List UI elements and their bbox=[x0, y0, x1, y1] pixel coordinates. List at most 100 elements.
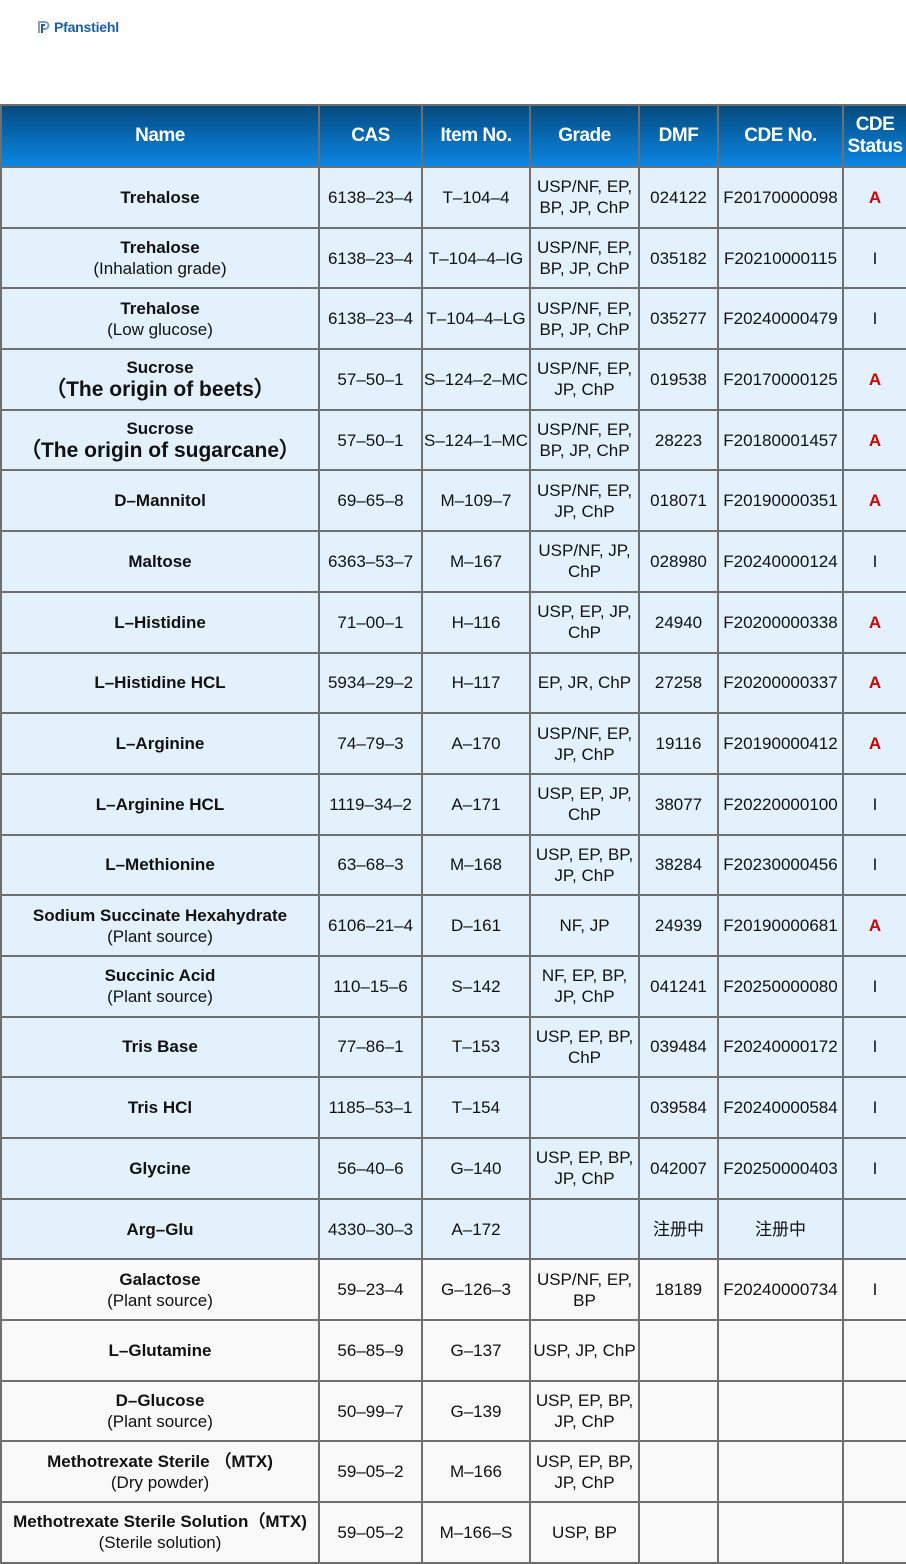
cell-name: Trehalose bbox=[0, 166, 320, 229]
product-name: Sucrose bbox=[126, 357, 194, 377]
table-row: Galactose (Plant source) 59–23–4 G–126–3 USP… bbox=[0, 1258, 906, 1322]
cell-dmf bbox=[638, 1501, 719, 1564]
cell-name: Methotrexate Sterile Solution（MTX) (Steri… bbox=[0, 1501, 320, 1564]
cell-grade bbox=[529, 1076, 640, 1139]
cell-grade: USP, JP, ChP bbox=[529, 1319, 640, 1382]
cell-dmf bbox=[638, 1379, 719, 1443]
cell-item-no: G–139 bbox=[421, 1379, 531, 1443]
product-subtitle: (Plant source) bbox=[107, 1290, 213, 1310]
table-row: Trehalose (Inhalation grade) 6138–23–4 T–10… bbox=[0, 226, 906, 290]
table-row: Maltose 6363–53–7 M–167 USP/NF, JP, ChP 0289… bbox=[0, 530, 906, 593]
product-subtitle: (Low glucose) bbox=[107, 319, 213, 339]
cell-item-no: G–126–3 bbox=[421, 1258, 531, 1322]
table-row: Sucrose （The origin of beets） 57–50–1 S–124… bbox=[0, 348, 906, 411]
cell-dmf: 38284 bbox=[638, 833, 719, 897]
table-header-row: Name CAS Item No. Grade DMF CDE No. CDE … bbox=[0, 104, 906, 168]
header-name: Name bbox=[0, 104, 320, 168]
table-row: L–Glutamine 56–85–9 G–137 USP, JP, ChP bbox=[0, 1319, 906, 1382]
cell-cas: 74–79–3 bbox=[318, 712, 423, 775]
cell-dmf: 028980 bbox=[638, 530, 719, 593]
cell-grade: USP/NF, EP, JP, ChP bbox=[529, 348, 640, 411]
cell-cas: 71–00–1 bbox=[318, 590, 423, 654]
cell-dmf: 24939 bbox=[638, 894, 719, 957]
cell-cde-no bbox=[717, 1501, 844, 1564]
cell-grade: USP, EP, BP, JP, ChP bbox=[529, 833, 640, 897]
cell-name: Glycine bbox=[0, 1137, 320, 1200]
cell-name: L–Glutamine bbox=[0, 1319, 320, 1382]
page-header: Pfanstiehl bbox=[0, 0, 906, 104]
cell-cde-status: A bbox=[842, 469, 906, 533]
cell-grade: USP/NF, EP, BP, JP, ChP bbox=[529, 287, 640, 351]
table-row: L–Histidine HCL 5934–29–2 H–117 EP, JR, ChP… bbox=[0, 651, 906, 715]
cell-grade: NF, JP bbox=[529, 894, 640, 957]
cell-grade: USP/NF, EP, BP, JP, ChP bbox=[529, 408, 640, 472]
cell-item-no: S–142 bbox=[421, 954, 531, 1018]
cell-cas: 56–85–9 bbox=[318, 1319, 423, 1382]
cell-grade: EP, JR, ChP bbox=[529, 651, 640, 715]
product-name: Maltose bbox=[128, 551, 192, 571]
product-name: Succinic Acid bbox=[104, 966, 216, 986]
cell-cde-no: F20170000098 bbox=[717, 166, 844, 229]
product-name: Tris Base bbox=[122, 1037, 198, 1057]
cell-cas: 6106–21–4 bbox=[318, 894, 423, 957]
cell-cde-no: F20210000115 bbox=[717, 226, 844, 290]
cell-cde-status: I bbox=[842, 1015, 906, 1079]
cell-dmf bbox=[638, 1440, 719, 1504]
product-origin: （The origin of beets） bbox=[45, 377, 275, 401]
cell-item-no: M–167 bbox=[421, 530, 531, 593]
table-row: L–Arginine HCL 1119–34–2 A–171 USP, EP, JP,… bbox=[0, 772, 906, 836]
cell-name: Tris Base bbox=[0, 1015, 320, 1079]
cell-grade: USP/NF, EP, JP, ChP bbox=[529, 469, 640, 533]
cell-cde-no bbox=[717, 1319, 844, 1382]
product-name: L–Histidine HCL bbox=[94, 673, 226, 693]
cell-name: Sucrose （The origin of sugarcane） bbox=[0, 408, 320, 472]
cell-cde-no: F20240000124 bbox=[717, 530, 844, 593]
cell-item-no: A–172 bbox=[421, 1197, 531, 1261]
cell-cde-no: 注册中 bbox=[717, 1197, 844, 1261]
pfanstiehl-logo[interactable]: Pfanstiehl bbox=[38, 19, 119, 35]
table-row: Methotrexate Sterile Solution（MTX) (Steri… bbox=[0, 1501, 906, 1564]
cell-grade: USP, EP, BP, JP, ChP bbox=[529, 1137, 640, 1200]
cell-cde-no: F20240000584 bbox=[717, 1076, 844, 1139]
cell-item-no: T–154 bbox=[421, 1076, 531, 1139]
product-name: D–Glucose bbox=[115, 1391, 205, 1411]
product-name: L–Histidine bbox=[114, 612, 206, 632]
cell-cde-no bbox=[717, 1440, 844, 1504]
logo-p-icon bbox=[38, 21, 50, 33]
table-row: Arg–Glu 4330–30–3 A–172 注册中 注册中 bbox=[0, 1197, 906, 1261]
cell-item-no: H–116 bbox=[421, 590, 531, 654]
cell-grade: USP, EP, JP, ChP bbox=[529, 772, 640, 836]
cell-cde-no: F20190000351 bbox=[717, 469, 844, 533]
table-row: Trehalose 6138–23–4 T–104–4 USP/NF, EP, BP,… bbox=[0, 166, 906, 229]
cell-item-no: M–168 bbox=[421, 833, 531, 897]
cell-grade: USP, EP, BP, JP, ChP bbox=[529, 1440, 640, 1504]
cell-cas: 57–50–1 bbox=[318, 348, 423, 411]
cell-cde-no: F20250000403 bbox=[717, 1137, 844, 1200]
product-name: D–Mannitol bbox=[114, 491, 206, 511]
cell-grade: USP, BP bbox=[529, 1501, 640, 1564]
cell-item-no: D–161 bbox=[421, 894, 531, 957]
product-name: Trehalose bbox=[120, 187, 200, 207]
table-body: Trehalose 6138–23–4 T–104–4 USP/NF, EP, BP,… bbox=[0, 166, 906, 1564]
cell-cde-status bbox=[842, 1197, 906, 1261]
product-name: Arg–Glu bbox=[126, 1219, 194, 1239]
cell-item-no: M–166–S bbox=[421, 1501, 531, 1564]
cell-cde-status: I bbox=[842, 530, 906, 593]
cell-name: Sucrose （The origin of beets） bbox=[0, 348, 320, 411]
cell-cde-status: A bbox=[842, 712, 906, 775]
cell-cde-status: I bbox=[842, 833, 906, 897]
cell-name: L–Methionine bbox=[0, 833, 320, 897]
cell-cas: 56–40–6 bbox=[318, 1137, 423, 1200]
cell-grade: USP, EP, BP, JP, ChP bbox=[529, 1379, 640, 1443]
cell-cde-status: I bbox=[842, 226, 906, 290]
header-grade: Grade bbox=[529, 104, 640, 168]
table-row: L–Histidine 71–00–1 H–116 USP, EP, JP, ChP 2… bbox=[0, 590, 906, 654]
product-subtitle: (Inhalation grade) bbox=[93, 259, 227, 279]
cell-cde-no bbox=[717, 1379, 844, 1443]
cell-name: L–Arginine bbox=[0, 712, 320, 775]
cell-item-no: G–137 bbox=[421, 1319, 531, 1382]
cell-cde-no: F20250000080 bbox=[717, 954, 844, 1018]
cell-cde-no: F20230000456 bbox=[717, 833, 844, 897]
cell-grade: USP/NF, JP, ChP bbox=[529, 530, 640, 593]
cell-cde-no: F20240000172 bbox=[717, 1015, 844, 1079]
